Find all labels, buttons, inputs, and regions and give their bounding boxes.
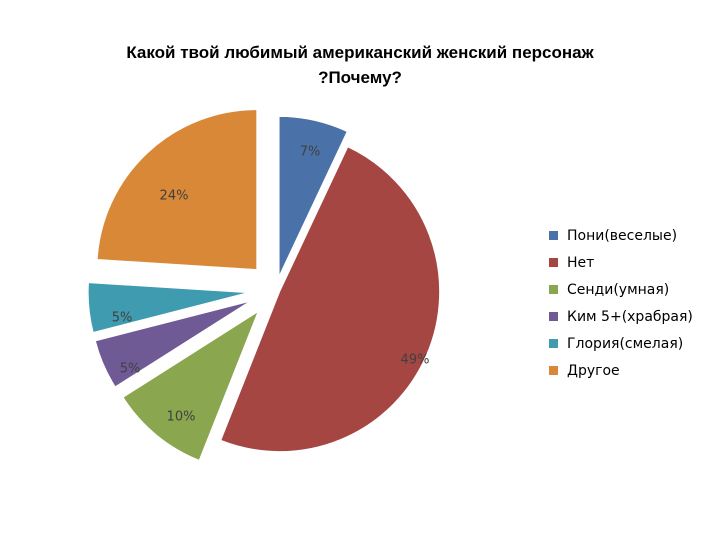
data-label-1: 7% (300, 145, 321, 160)
legend: Пони(веселые) Нет Сенди(умная) Ким 5+(храбр… (549, 222, 693, 384)
legend-swatch (549, 339, 558, 348)
legend-swatch (549, 285, 558, 294)
legend-item-3: Сенди(умная) (549, 276, 693, 303)
pie-slice-6 (96, 109, 258, 271)
chart-title-line-1: Какой твой любимый американский женский … (126, 43, 594, 62)
pie-slice-3 (122, 310, 260, 461)
legend-label: Сенди(умная) (567, 281, 670, 298)
chart-title-line-2: ?Почему? (318, 68, 402, 87)
legend-item-4: Ким 5+(храбрая) (549, 303, 693, 330)
legend-label: Глория(смелая) (567, 335, 684, 352)
pie-slice-5 (87, 282, 249, 334)
chart-title: Какой твой любимый американский женский … (60, 40, 660, 90)
legend-item-1: Пони(веселые) (549, 222, 693, 249)
legend-swatch (549, 258, 558, 267)
legend-label: Пони(веселые) (567, 227, 678, 244)
legend-label: Ким 5+(храбрая) (567, 308, 693, 325)
legend-item-2: Нет (549, 249, 693, 276)
data-label-3: 10% (167, 410, 196, 425)
legend-swatch (549, 312, 558, 321)
legend-item-6: Другое (549, 357, 693, 384)
legend-swatch (549, 231, 558, 240)
legend-item-5: Глория(смелая) (549, 330, 693, 357)
data-label-4: 5% (120, 362, 141, 377)
legend-label: Нет (567, 254, 595, 271)
pie-slice-4 (94, 300, 251, 388)
data-label-5: 5% (112, 311, 133, 326)
data-label-6: 24% (160, 189, 189, 204)
pie-slice-2 (220, 146, 441, 453)
legend-swatch (549, 366, 558, 375)
data-label-2: 49% (401, 353, 430, 368)
legend-label: Другое (567, 362, 620, 379)
pie-slice-1 (278, 115, 348, 277)
